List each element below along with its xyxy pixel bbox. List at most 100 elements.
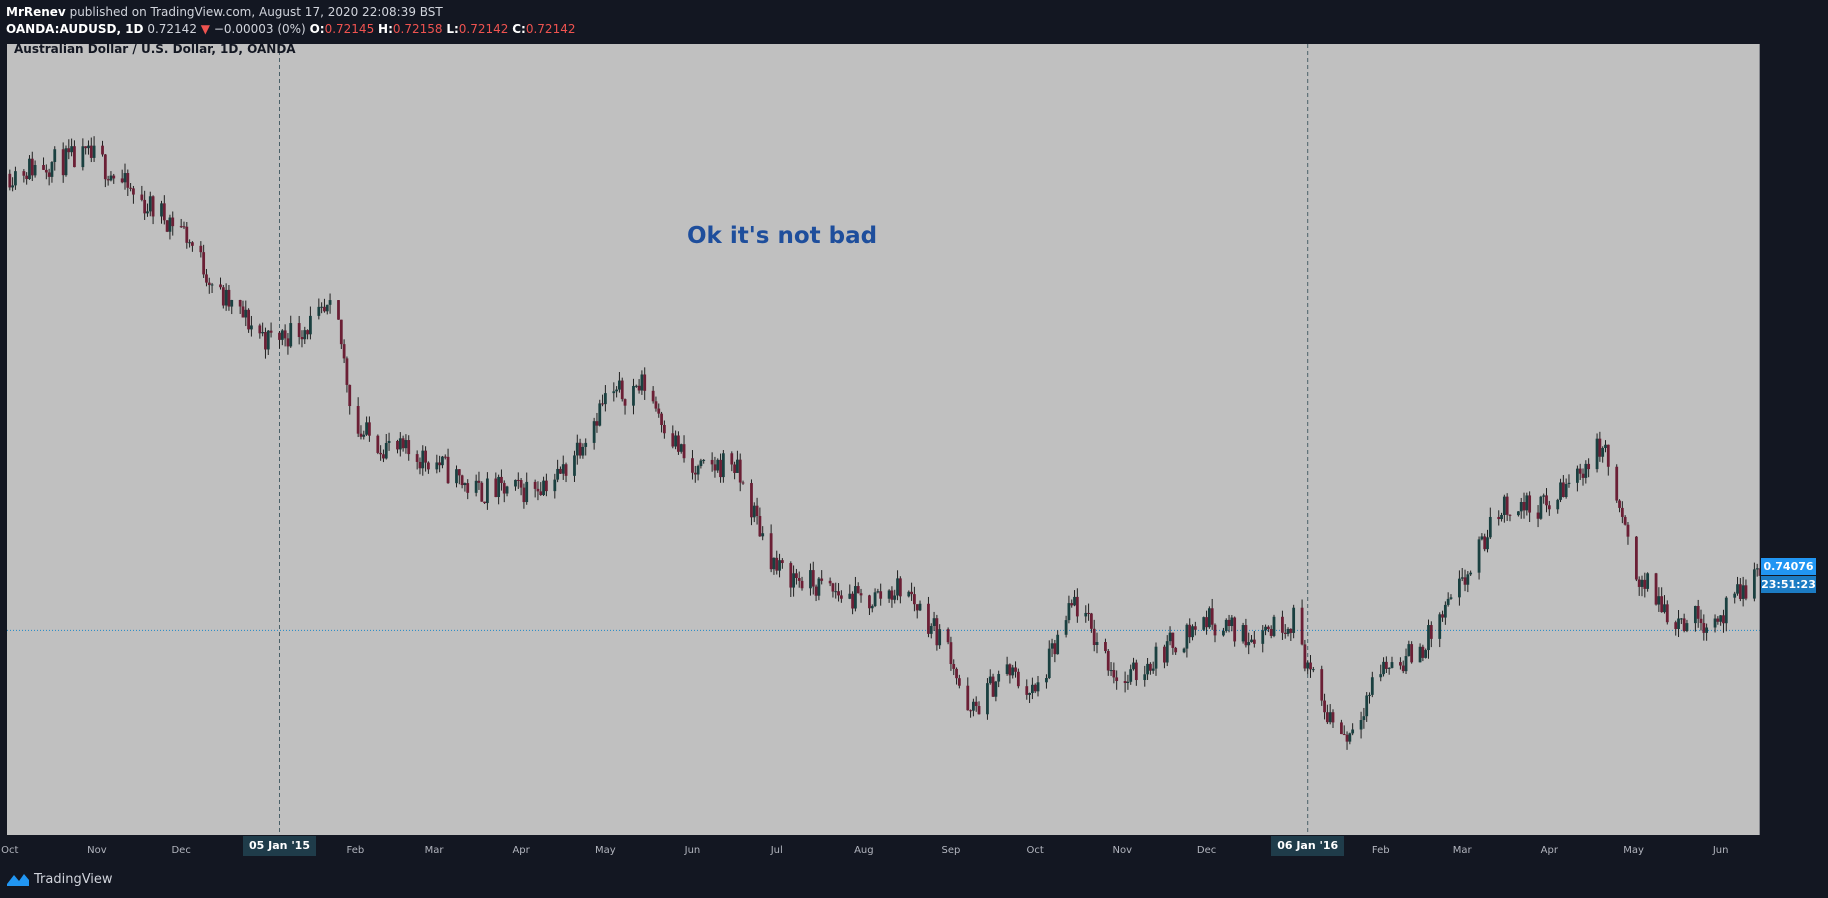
candle-body	[30, 158, 34, 176]
candle-body	[1682, 618, 1686, 631]
candle-body	[1365, 695, 1369, 717]
candle	[1168, 626, 1172, 646]
candle	[789, 561, 793, 598]
candle-body	[1424, 650, 1428, 658]
candle-body	[879, 591, 883, 599]
chart-canvas[interactable]: 0.920000.900000.880000.860000.850000.840…	[0, 0, 1828, 862]
candle-body	[1497, 516, 1501, 520]
candle-body	[463, 483, 467, 486]
candle	[814, 584, 818, 602]
candle	[278, 330, 281, 349]
candle	[1227, 614, 1231, 633]
candle	[146, 203, 149, 217]
plot-area[interactable]	[7, 44, 1760, 835]
candle	[1011, 664, 1015, 679]
candle-body	[1306, 662, 1310, 669]
candle-body	[691, 458, 694, 473]
candle-body	[859, 593, 863, 596]
candle-body	[1095, 642, 1099, 645]
candle	[1185, 623, 1189, 658]
candle-body	[365, 422, 368, 435]
candle	[1106, 649, 1110, 676]
candle-body	[620, 380, 624, 400]
candle	[1123, 671, 1127, 693]
candle	[738, 453, 742, 492]
candle	[525, 472, 529, 505]
candle-body	[1677, 618, 1680, 629]
candle-body	[1744, 585, 1748, 599]
candle-body	[761, 533, 765, 537]
candle-body	[848, 593, 852, 599]
candle-body	[165, 220, 169, 232]
candle-body	[205, 274, 208, 283]
candle	[1696, 599, 1700, 628]
candle	[1359, 711, 1363, 739]
candle	[441, 455, 444, 469]
candle	[1458, 570, 1461, 606]
symbol-label[interactable]: OANDA:AUDUSD, 1D	[6, 22, 144, 36]
candle-body	[1047, 648, 1051, 679]
candle	[109, 171, 113, 182]
candle	[1320, 665, 1324, 706]
candle-body	[1011, 667, 1015, 676]
candle-body	[162, 203, 166, 221]
candle-body	[438, 462, 442, 466]
candle	[219, 277, 222, 290]
candle-body	[710, 459, 714, 465]
candle-body	[1224, 619, 1228, 632]
candle	[1564, 478, 1568, 499]
candle	[1340, 719, 1343, 735]
candle	[73, 140, 76, 168]
candle	[1014, 661, 1017, 678]
candle-body	[913, 594, 916, 605]
candle	[1151, 661, 1155, 674]
candle-body	[238, 299, 242, 307]
candle	[1109, 662, 1113, 676]
candle-body	[418, 461, 422, 469]
candle-body	[1587, 463, 1591, 470]
candle-body	[1331, 712, 1335, 723]
tradingview-logo-icon[interactable]	[6, 871, 30, 887]
candle	[1623, 515, 1627, 526]
candle	[1480, 533, 1484, 541]
candle	[1547, 500, 1551, 516]
candle-body	[61, 149, 65, 176]
candle-body	[595, 421, 599, 426]
candle-body	[103, 154, 107, 180]
candle	[87, 140, 90, 155]
candle-body	[1362, 716, 1366, 721]
candle	[1143, 665, 1147, 687]
candle-body	[809, 570, 812, 589]
candle	[1634, 536, 1638, 582]
candle	[140, 185, 144, 202]
candle-body	[907, 591, 911, 597]
candle	[50, 161, 54, 183]
candle	[446, 448, 450, 484]
footer-brand[interactable]: TradingView	[34, 872, 113, 887]
candle-body	[559, 468, 562, 474]
author-name[interactable]: MrRenev	[6, 5, 66, 19]
candle	[598, 399, 602, 427]
candle	[1205, 610, 1208, 635]
candle	[618, 372, 621, 393]
candle	[1193, 621, 1197, 636]
candle	[615, 386, 619, 398]
candle-body	[323, 306, 326, 312]
candle-body	[1477, 539, 1481, 573]
candle	[1325, 704, 1329, 725]
candle-body	[261, 332, 265, 334]
candle-body	[702, 459, 706, 461]
candle	[831, 582, 835, 598]
candle	[997, 670, 1001, 688]
time-axis[interactable]: Oct Nov Dec Feb Mar Apr May Jun Jul Aug Sep Oct Nov D…	[1, 845, 1728, 856]
chart-annotation[interactable]: Ok it's not bad	[687, 223, 878, 249]
candle-body	[792, 573, 796, 588]
candle	[778, 553, 781, 578]
candle	[1045, 674, 1048, 689]
candle-body	[106, 179, 110, 181]
candle	[671, 425, 675, 449]
candle	[1250, 635, 1253, 643]
candle	[151, 195, 155, 225]
candle	[70, 138, 74, 157]
candle-body	[1449, 597, 1453, 599]
